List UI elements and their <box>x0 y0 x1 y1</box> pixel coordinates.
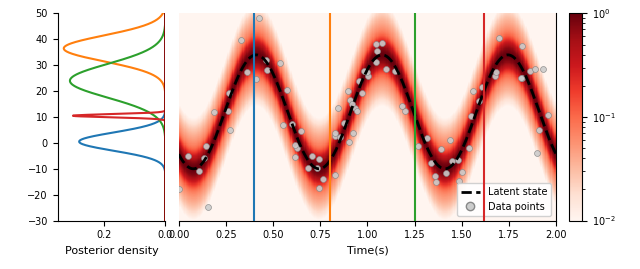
Point <box>223 108 234 113</box>
Point <box>445 138 455 143</box>
Point <box>400 109 410 113</box>
Point <box>532 151 543 155</box>
Point <box>296 129 307 134</box>
Point <box>464 146 474 150</box>
Point <box>209 110 219 115</box>
Point <box>330 172 340 177</box>
Point <box>371 49 381 53</box>
Point <box>303 166 314 170</box>
Point <box>278 123 288 127</box>
Point <box>242 70 252 74</box>
Point <box>282 87 292 92</box>
Point <box>198 155 209 160</box>
Point <box>348 131 358 135</box>
Point <box>436 147 447 151</box>
Point <box>287 122 297 126</box>
Point <box>534 128 545 132</box>
Point <box>183 154 193 158</box>
Point <box>330 131 340 135</box>
Point <box>174 187 184 191</box>
Point <box>225 128 236 132</box>
Point <box>413 143 423 148</box>
Point <box>538 67 548 72</box>
Point <box>335 134 345 139</box>
Point <box>477 85 487 89</box>
Point <box>516 76 526 80</box>
Point <box>517 76 527 81</box>
Point <box>531 67 541 71</box>
Point <box>474 99 484 103</box>
Point <box>344 140 355 144</box>
Point <box>314 157 324 162</box>
Point <box>347 101 357 106</box>
Point <box>447 158 457 163</box>
Point <box>354 79 364 84</box>
Point <box>454 179 464 183</box>
Point <box>352 109 362 113</box>
Point <box>201 143 211 148</box>
Point <box>312 165 322 170</box>
Point <box>254 16 264 20</box>
X-axis label: Time(s): Time(s) <box>347 246 388 256</box>
Point <box>371 59 381 64</box>
Point <box>290 155 300 160</box>
X-axis label: Posterior density: Posterior density <box>65 246 158 256</box>
Point <box>202 205 212 210</box>
Point <box>362 70 372 74</box>
Point <box>377 41 387 45</box>
Point <box>543 113 553 117</box>
Point <box>363 74 373 78</box>
Legend: Latent state, Data points: Latent state, Data points <box>457 183 551 216</box>
Point <box>430 174 440 179</box>
Point <box>494 36 504 41</box>
Point <box>371 41 381 46</box>
Point <box>457 170 467 175</box>
Point <box>307 154 317 158</box>
Point <box>426 161 436 165</box>
Point <box>431 180 442 185</box>
Point <box>453 158 463 162</box>
Point <box>194 168 204 173</box>
Point <box>343 89 353 93</box>
Point <box>516 44 527 48</box>
Point <box>466 114 476 118</box>
Point <box>390 69 400 73</box>
Point <box>357 91 367 95</box>
Point <box>314 186 324 190</box>
Point <box>339 121 349 125</box>
Point <box>333 106 343 110</box>
Point <box>292 146 302 150</box>
Point <box>422 136 432 140</box>
Point <box>350 105 360 110</box>
Point <box>330 134 340 138</box>
Point <box>317 176 328 181</box>
Point <box>442 171 452 175</box>
Point <box>525 69 535 73</box>
Point <box>290 143 300 147</box>
Point <box>251 76 261 81</box>
Point <box>397 104 408 108</box>
Point <box>490 74 500 79</box>
Point <box>468 89 478 94</box>
Point <box>344 98 355 102</box>
Point <box>492 70 502 74</box>
Point <box>262 68 273 72</box>
Point <box>359 69 369 73</box>
Point <box>260 58 271 62</box>
Point <box>236 38 246 42</box>
Point <box>224 90 234 95</box>
Point <box>275 61 285 65</box>
Point <box>381 67 391 71</box>
